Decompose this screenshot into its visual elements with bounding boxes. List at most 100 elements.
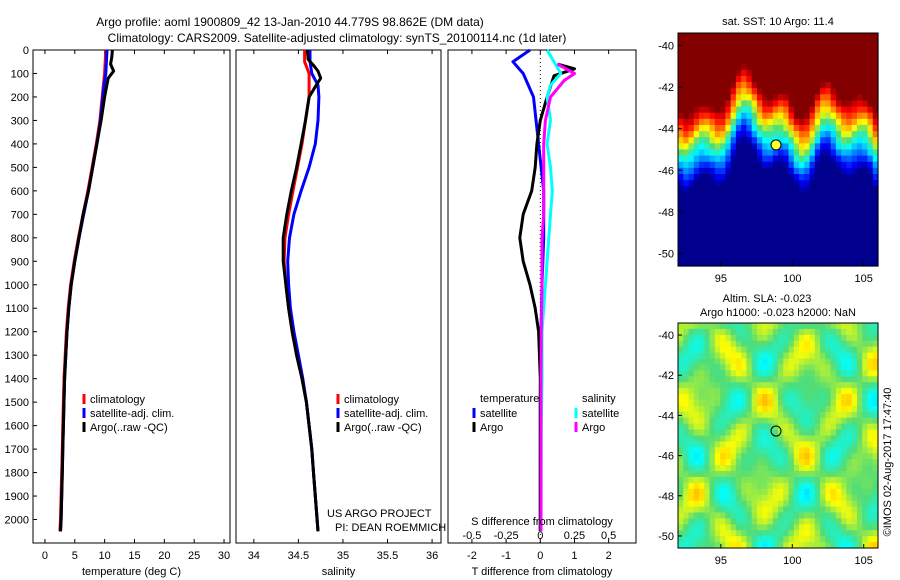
- heatmap-cell: [846, 435, 853, 443]
- heatmap-cell: [825, 482, 832, 490]
- heatmap-cell: [714, 388, 721, 395]
- heatmap-cell: [793, 229, 800, 236]
- heatmap-cell: [804, 192, 811, 200]
- heatmap-cell: [725, 334, 732, 342]
- heatmap-cell: [862, 352, 869, 360]
- heatmap-cell: [704, 167, 711, 175]
- heatmap-cell: [693, 465, 700, 472]
- heatmap-cell: [704, 494, 711, 502]
- heatmap-cell: [841, 94, 848, 102]
- heatmap-cell: [756, 542, 763, 549]
- heatmap-cell: [783, 180, 790, 187]
- heatmap-cell: [835, 259, 842, 267]
- heatmap-cell: [809, 143, 816, 151]
- heatmap-cell: [809, 518, 816, 525]
- heatmap-cell: [851, 323, 858, 330]
- heatmap-cell: [841, 382, 848, 389]
- heatmap-cell: [735, 204, 742, 212]
- heatmap-cell: [741, 399, 748, 407]
- heatmap-cell: [741, 63, 748, 71]
- heatmap-cell: [862, 63, 869, 71]
- heatmap-cell: [720, 63, 726, 71]
- heatmap-cell: [678, 476, 684, 484]
- heatmap-cell: [709, 39, 716, 46]
- heatmap-cell: [841, 524, 848, 531]
- heatmap-cell: [825, 388, 832, 395]
- heatmap-cell: [788, 530, 795, 537]
- heatmap-cell: [709, 471, 716, 478]
- heatmap-cell: [814, 100, 821, 108]
- heatmap-cell: [867, 57, 874, 65]
- heatmap-cell: [725, 524, 732, 531]
- heatmap-cell: [851, 376, 858, 383]
- heatmap-cell: [778, 57, 784, 65]
- heatmap-cell: [856, 253, 863, 261]
- heatmap-cell: [809, 82, 816, 89]
- heatmap-cell: [762, 131, 769, 138]
- heatmap-cell: [725, 405, 732, 413]
- heatmap-cell: [704, 247, 711, 255]
- heatmap-cell: [783, 476, 790, 484]
- heatmap-cell: [809, 112, 816, 120]
- heatmap-cell: [862, 180, 869, 187]
- heatmap-cell: [809, 334, 816, 342]
- heatmap-cell: [735, 137, 742, 144]
- heatmap-cell: [709, 382, 716, 389]
- heatmap-cell: [756, 45, 763, 52]
- heatmap-cell: [872, 216, 879, 224]
- heatmap-cell: [846, 411, 853, 419]
- heatmap-cell: [678, 435, 684, 443]
- heatmap-cell: [688, 143, 695, 151]
- heatmap-cell: [867, 394, 874, 401]
- heatmap-cell: [788, 465, 795, 472]
- heatmap-cell: [835, 33, 842, 40]
- heatmap-cell: [783, 100, 790, 108]
- heatmap-cell: [699, 198, 705, 206]
- heatmap-cell: [830, 388, 837, 395]
- heatmap-cell: [772, 459, 779, 466]
- heatmap-cell: [735, 88, 742, 95]
- heatmap-cell: [772, 161, 779, 169]
- heatmap-cell: [799, 186, 805, 194]
- heatmap-cell: [725, 536, 732, 543]
- heatmap-cell: [725, 149, 732, 157]
- heatmap-cell: [725, 465, 732, 472]
- heatmap-cell: [720, 453, 726, 460]
- heatmap-cell: [862, 39, 869, 46]
- heatmap-cell: [788, 210, 795, 218]
- heatmap-cell: [704, 364, 711, 371]
- heatmap-cell: [799, 465, 805, 472]
- heatmap-cell: [693, 346, 700, 354]
- heatmap-cell: [872, 229, 879, 236]
- heatmap-cell: [835, 180, 842, 187]
- heatmap-cell: [799, 223, 805, 230]
- heatmap-cell: [751, 198, 758, 206]
- heatmap-cell: [683, 476, 690, 484]
- legend-label-argo: Argo: [582, 422, 605, 434]
- heatmap-cell: [746, 334, 753, 342]
- heatmap-cell: [678, 488, 684, 496]
- heatmap-cell: [783, 210, 790, 218]
- heatmap-cell: [856, 411, 863, 419]
- heatmap-cell: [835, 118, 842, 126]
- heatmap-cell: [678, 536, 684, 543]
- heatmap-cell: [788, 241, 795, 249]
- heatmap-cell: [746, 118, 753, 126]
- heatmap-cell: [709, 106, 716, 114]
- heatmap-cell: [830, 259, 837, 267]
- heatmap-cell: [772, 399, 779, 407]
- heatmap-cell: [809, 328, 816, 336]
- heatmap-cell: [809, 51, 816, 59]
- legend-label-satellite: satellite: [582, 408, 619, 420]
- heatmap-cell: [783, 94, 790, 102]
- heatmap-cell: [778, 382, 784, 389]
- heatmap-cell: [872, 476, 879, 484]
- heatmap-cell: [814, 542, 821, 549]
- heatmap-cell: [688, 180, 695, 187]
- heatmap-cell: [741, 57, 748, 65]
- heatmap-cell: [804, 417, 811, 425]
- heatmap-cell: [709, 429, 716, 437]
- heatmap-cell: [751, 167, 758, 175]
- heatmap-cell: [788, 476, 795, 484]
